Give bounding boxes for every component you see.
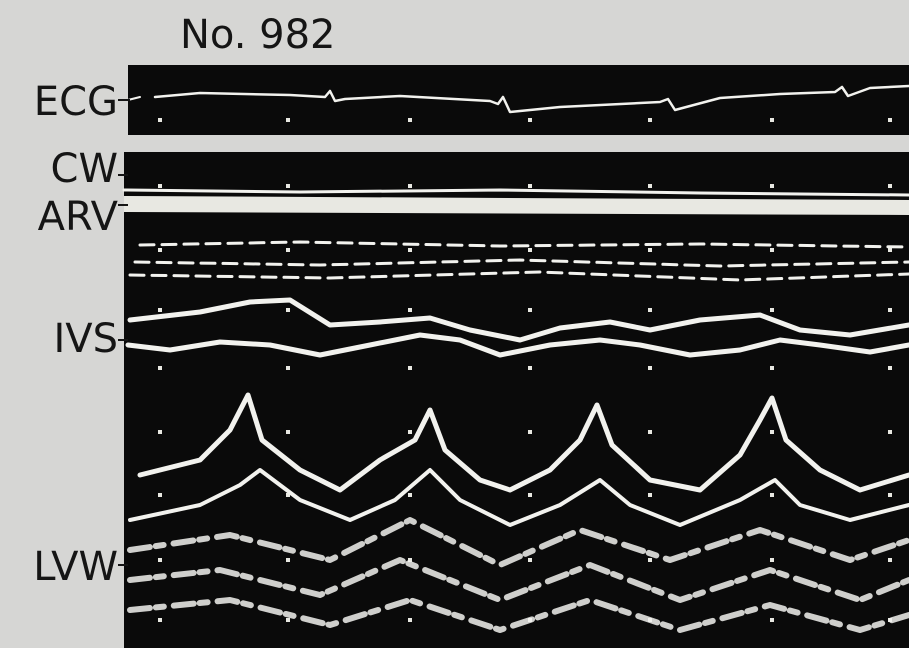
calibration-dot xyxy=(408,430,412,434)
label-ivs: IVS xyxy=(53,316,118,362)
label-ecg: ECG xyxy=(34,79,118,125)
calibration-dot xyxy=(770,366,774,370)
calibration-dot xyxy=(408,493,412,497)
calibration-dot xyxy=(158,366,162,370)
calibration-dot xyxy=(286,308,290,312)
label-arv: ARV xyxy=(38,194,119,240)
calibration-dot xyxy=(648,558,652,562)
label-lvw: LVW xyxy=(33,544,118,590)
calibration-dot xyxy=(158,248,162,252)
calibration-dot xyxy=(648,308,652,312)
calibration-dot xyxy=(888,558,892,562)
record-number: No. 982 xyxy=(180,12,335,58)
calibration-dot xyxy=(528,184,532,188)
calibration-dot xyxy=(408,248,412,252)
calibration-dot xyxy=(770,308,774,312)
calibration-dot xyxy=(286,558,290,562)
calibration-dot xyxy=(888,493,892,497)
calibration-dot xyxy=(770,118,774,122)
calibration-dot xyxy=(158,118,162,122)
calibration-dot xyxy=(528,366,532,370)
calibration-dot xyxy=(286,184,290,188)
calibration-dot xyxy=(648,118,652,122)
calibration-dot xyxy=(158,430,162,434)
calibration-dot xyxy=(528,493,532,497)
calibration-dot xyxy=(408,308,412,312)
calibration-dot xyxy=(158,618,162,622)
calibration-dot xyxy=(648,184,652,188)
calibration-dot xyxy=(286,248,290,252)
calibration-dot xyxy=(888,184,892,188)
calibration-dot xyxy=(528,308,532,312)
calibration-dot xyxy=(408,366,412,370)
calibration-dot xyxy=(286,366,290,370)
calibration-dot xyxy=(770,248,774,252)
calibration-dot xyxy=(528,430,532,434)
calibration-dot xyxy=(286,430,290,434)
calibration-dot xyxy=(408,618,412,622)
calibration-dot xyxy=(770,430,774,434)
calibration-dot xyxy=(158,308,162,312)
echo-image: No. 982 ECG CW ARV IVS LVW xyxy=(0,0,909,648)
calibration-dot xyxy=(648,366,652,370)
calibration-dot xyxy=(528,248,532,252)
calibration-dot xyxy=(770,493,774,497)
calibration-dot xyxy=(158,558,162,562)
calibration-dot xyxy=(158,493,162,497)
calibration-dot xyxy=(648,248,652,252)
calibration-dot xyxy=(888,308,892,312)
calibration-dot xyxy=(286,618,290,622)
calibration-dot xyxy=(528,558,532,562)
calibration-dot xyxy=(528,118,532,122)
calibration-dot xyxy=(888,366,892,370)
calibration-dot xyxy=(770,618,774,622)
calibration-dot xyxy=(408,184,412,188)
calibration-dot xyxy=(648,430,652,434)
ecg-strip xyxy=(128,65,909,135)
calibration-dot xyxy=(286,118,290,122)
calibration-dot xyxy=(770,184,774,188)
calibration-dot xyxy=(408,118,412,122)
calibration-dot xyxy=(888,118,892,122)
calibration-dot xyxy=(888,248,892,252)
calibration-dot xyxy=(648,493,652,497)
calibration-dot xyxy=(770,558,774,562)
calibration-dot xyxy=(158,184,162,188)
calibration-dot xyxy=(888,430,892,434)
label-cw: CW xyxy=(51,146,118,192)
